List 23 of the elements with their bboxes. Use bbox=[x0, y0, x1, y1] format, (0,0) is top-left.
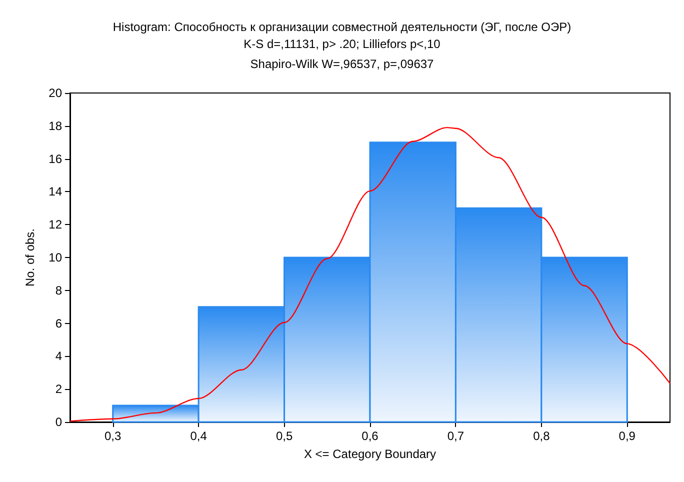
y-tick-label: 14 bbox=[48, 184, 62, 199]
y-tick-label: 4 bbox=[55, 349, 62, 364]
y-tick-label: 20 bbox=[48, 86, 62, 100]
x-tick-label: 0,5 bbox=[276, 429, 293, 443]
y-tick-label: 6 bbox=[55, 316, 62, 330]
x-tick-label: 0,7 bbox=[447, 429, 464, 443]
y-axis-title: No. of obs. bbox=[23, 228, 37, 287]
chart-title: Histogram: Способность к организации совместной деятельности (ЭГ, после ОЭР) bbox=[112, 20, 572, 34]
x-tick-label: 0,8 bbox=[533, 429, 550, 443]
y-tick-label: 16 bbox=[48, 152, 62, 166]
x-axis-title: X <= Category Boundary bbox=[304, 447, 436, 461]
y-tick-label: 18 bbox=[48, 118, 62, 133]
y-tick-label: 0 bbox=[55, 415, 62, 429]
y-tick-label: 12 bbox=[48, 218, 62, 232]
x-tick-label: 0,3 bbox=[104, 429, 122, 443]
y-tick-label: 10 bbox=[48, 250, 62, 264]
x-tick-label: 0,9 bbox=[618, 429, 636, 443]
text: K-S d=,11131, p> .20; Lilliefors p<,10 bbox=[244, 37, 441, 51]
x-tick-label: 0,6 bbox=[362, 429, 379, 443]
text: Shapiro-Wilk W=,96537, p=,09637 bbox=[250, 57, 434, 71]
y-tick-label: 8 bbox=[55, 283, 62, 298]
x-tick-label: 0,4 bbox=[190, 429, 208, 443]
y-tick-label: 2 bbox=[55, 382, 62, 396]
